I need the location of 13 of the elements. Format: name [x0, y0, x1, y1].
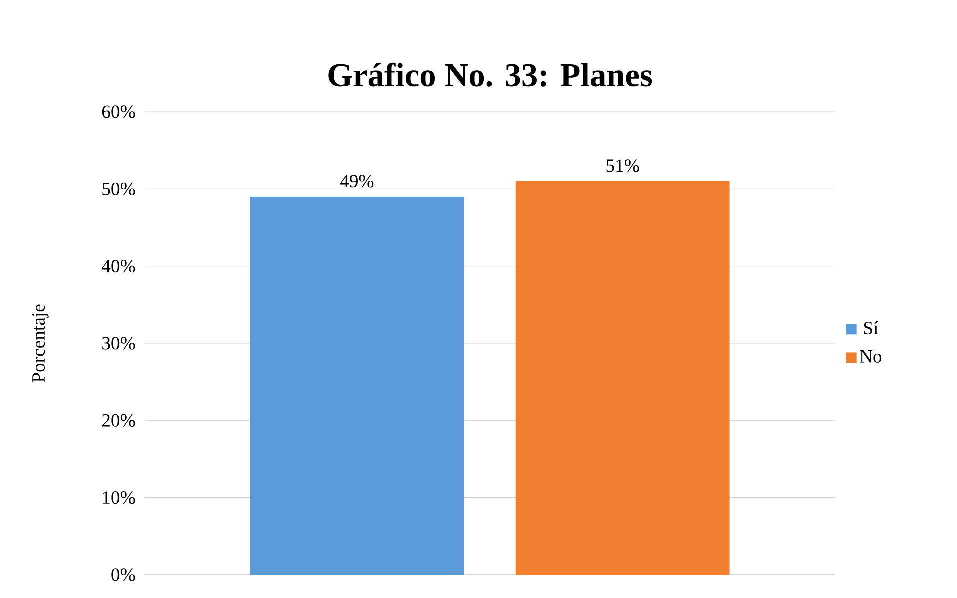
y-tick-label: 60%	[102, 106, 136, 118]
legend-label: Sí	[864, 321, 878, 335]
y-tick-label: 20%	[102, 414, 136, 427]
data-label: 51%	[606, 160, 640, 172]
y-tick-label: 40%	[102, 260, 136, 273]
y-tick-label: 50%	[102, 182, 136, 196]
y-axis-title: Porcentaje	[32, 304, 49, 382]
chart-title: Gráfico No. 33: Planes	[328, 62, 652, 87]
data-label: 49%	[340, 175, 374, 188]
y-tick-label: 10%	[103, 491, 136, 504]
legend-label: No	[860, 350, 882, 363]
y-tick-label: 30%	[102, 337, 136, 350]
y-tick-label: 0%	[112, 568, 136, 582]
